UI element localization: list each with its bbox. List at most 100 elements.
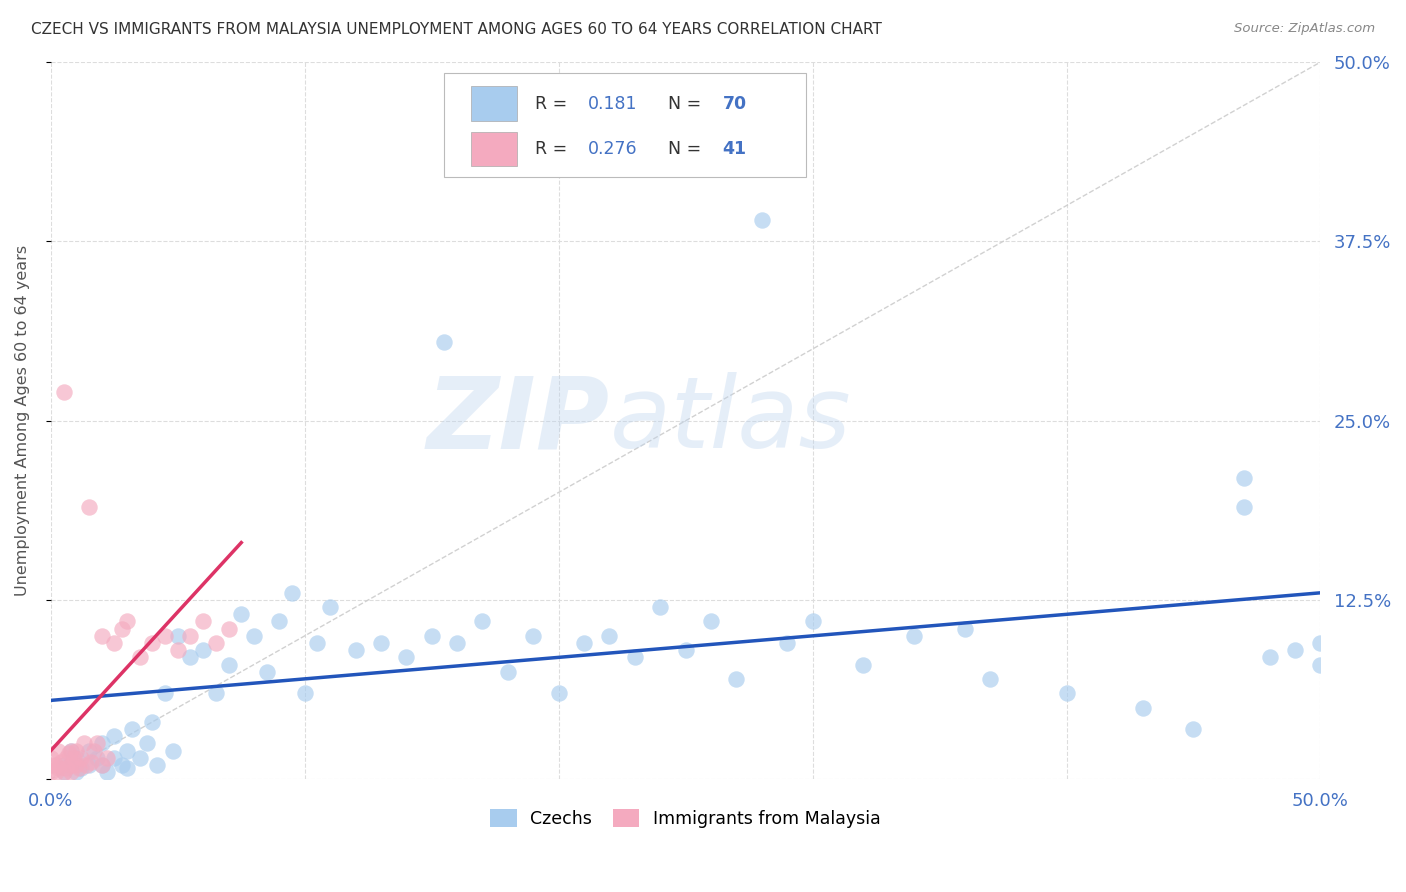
Text: N =: N = (668, 95, 702, 112)
Point (572, 636, 595, 650)
Text: CZECH VS IMMIGRANTS FROM MALAYSIA UNEMPLOYMENT AMONG AGES 60 TO 64 YEARS CORRELA: CZECH VS IMMIGRANTS FROM MALAYSIA UNEMPL… (31, 22, 882, 37)
Point (90, 736, 112, 750)
Point (67, 761, 90, 775)
Point (141, 636, 163, 650)
Point (420, 629, 443, 643)
Point (153, 686, 176, 700)
Point (73, 736, 96, 750)
Point (48, 761, 70, 775)
Point (90, 629, 112, 643)
Point (60, 765, 83, 780)
Point (49, 755, 72, 769)
Y-axis label: Unemployment Among Ages 60 to 64 years: Unemployment Among Ages 60 to 64 years (15, 245, 30, 596)
Point (58, 747, 80, 761)
Point (55, 761, 77, 775)
Point (45, 758, 67, 772)
Point (650, 600, 672, 615)
Point (52, 758, 75, 772)
Point (65, 758, 87, 772)
Point (103, 750, 125, 764)
Point (193, 643, 215, 657)
Point (80, 755, 103, 769)
Point (96, 765, 118, 780)
Text: 41: 41 (723, 140, 747, 158)
Point (700, 615, 723, 629)
Point (111, 622, 134, 636)
Point (598, 629, 620, 643)
Point (146, 758, 169, 772)
Text: 70: 70 (723, 95, 747, 112)
Point (115, 615, 138, 629)
Point (344, 643, 367, 657)
Point (166, 629, 188, 643)
Point (433, 334, 456, 349)
Text: Source: ZipAtlas.com: Source: ZipAtlas.com (1234, 22, 1375, 36)
Text: R =: R = (534, 140, 572, 158)
Point (55, 750, 77, 764)
Point (141, 714, 163, 729)
Point (218, 622, 240, 636)
FancyBboxPatch shape (444, 73, 806, 177)
Point (395, 650, 418, 665)
Point (522, 629, 544, 643)
Point (52, 384, 75, 399)
Point (624, 650, 647, 665)
Point (294, 686, 316, 700)
Point (256, 665, 278, 679)
Point (1056, 686, 1078, 700)
Point (39, 750, 62, 764)
Point (39, 758, 62, 772)
Point (48, 743, 70, 757)
Point (136, 736, 159, 750)
Point (83, 743, 105, 757)
Text: 0.181: 0.181 (588, 95, 637, 112)
Point (128, 650, 150, 665)
Point (205, 636, 228, 650)
Point (776, 636, 799, 650)
FancyBboxPatch shape (471, 87, 517, 120)
Point (103, 729, 125, 743)
Point (52, 765, 75, 780)
Point (115, 761, 138, 775)
Point (1309, 657, 1331, 672)
Point (62, 750, 84, 764)
Point (115, 743, 138, 757)
Point (1309, 636, 1331, 650)
Point (60, 743, 83, 757)
Point (96, 750, 118, 764)
Point (128, 750, 150, 764)
Point (77, 758, 100, 772)
Point (1258, 650, 1281, 665)
Point (111, 758, 134, 772)
Point (979, 672, 1001, 686)
Point (218, 657, 240, 672)
Point (90, 758, 112, 772)
Point (307, 636, 329, 650)
Point (193, 615, 215, 629)
Point (269, 615, 291, 629)
Point (675, 643, 697, 657)
Point (725, 672, 748, 686)
Text: N =: N = (668, 140, 702, 158)
Point (903, 629, 925, 643)
Point (90, 758, 112, 772)
Point (1233, 500, 1256, 514)
Point (86, 750, 108, 764)
Text: ZIP: ZIP (426, 372, 609, 469)
Point (86, 736, 108, 750)
Point (60, 743, 83, 757)
Point (205, 686, 228, 700)
FancyBboxPatch shape (471, 132, 517, 166)
Point (1284, 643, 1306, 657)
Text: R =: R = (534, 95, 572, 112)
Point (103, 636, 125, 650)
Point (77, 500, 100, 514)
Point (751, 213, 773, 227)
Point (496, 665, 519, 679)
Point (281, 586, 304, 600)
Point (70, 750, 93, 764)
Legend: Czechs, Immigrants from Malaysia: Czechs, Immigrants from Malaysia (484, 803, 887, 835)
Point (77, 743, 100, 757)
Point (953, 622, 976, 636)
Point (1182, 722, 1205, 736)
